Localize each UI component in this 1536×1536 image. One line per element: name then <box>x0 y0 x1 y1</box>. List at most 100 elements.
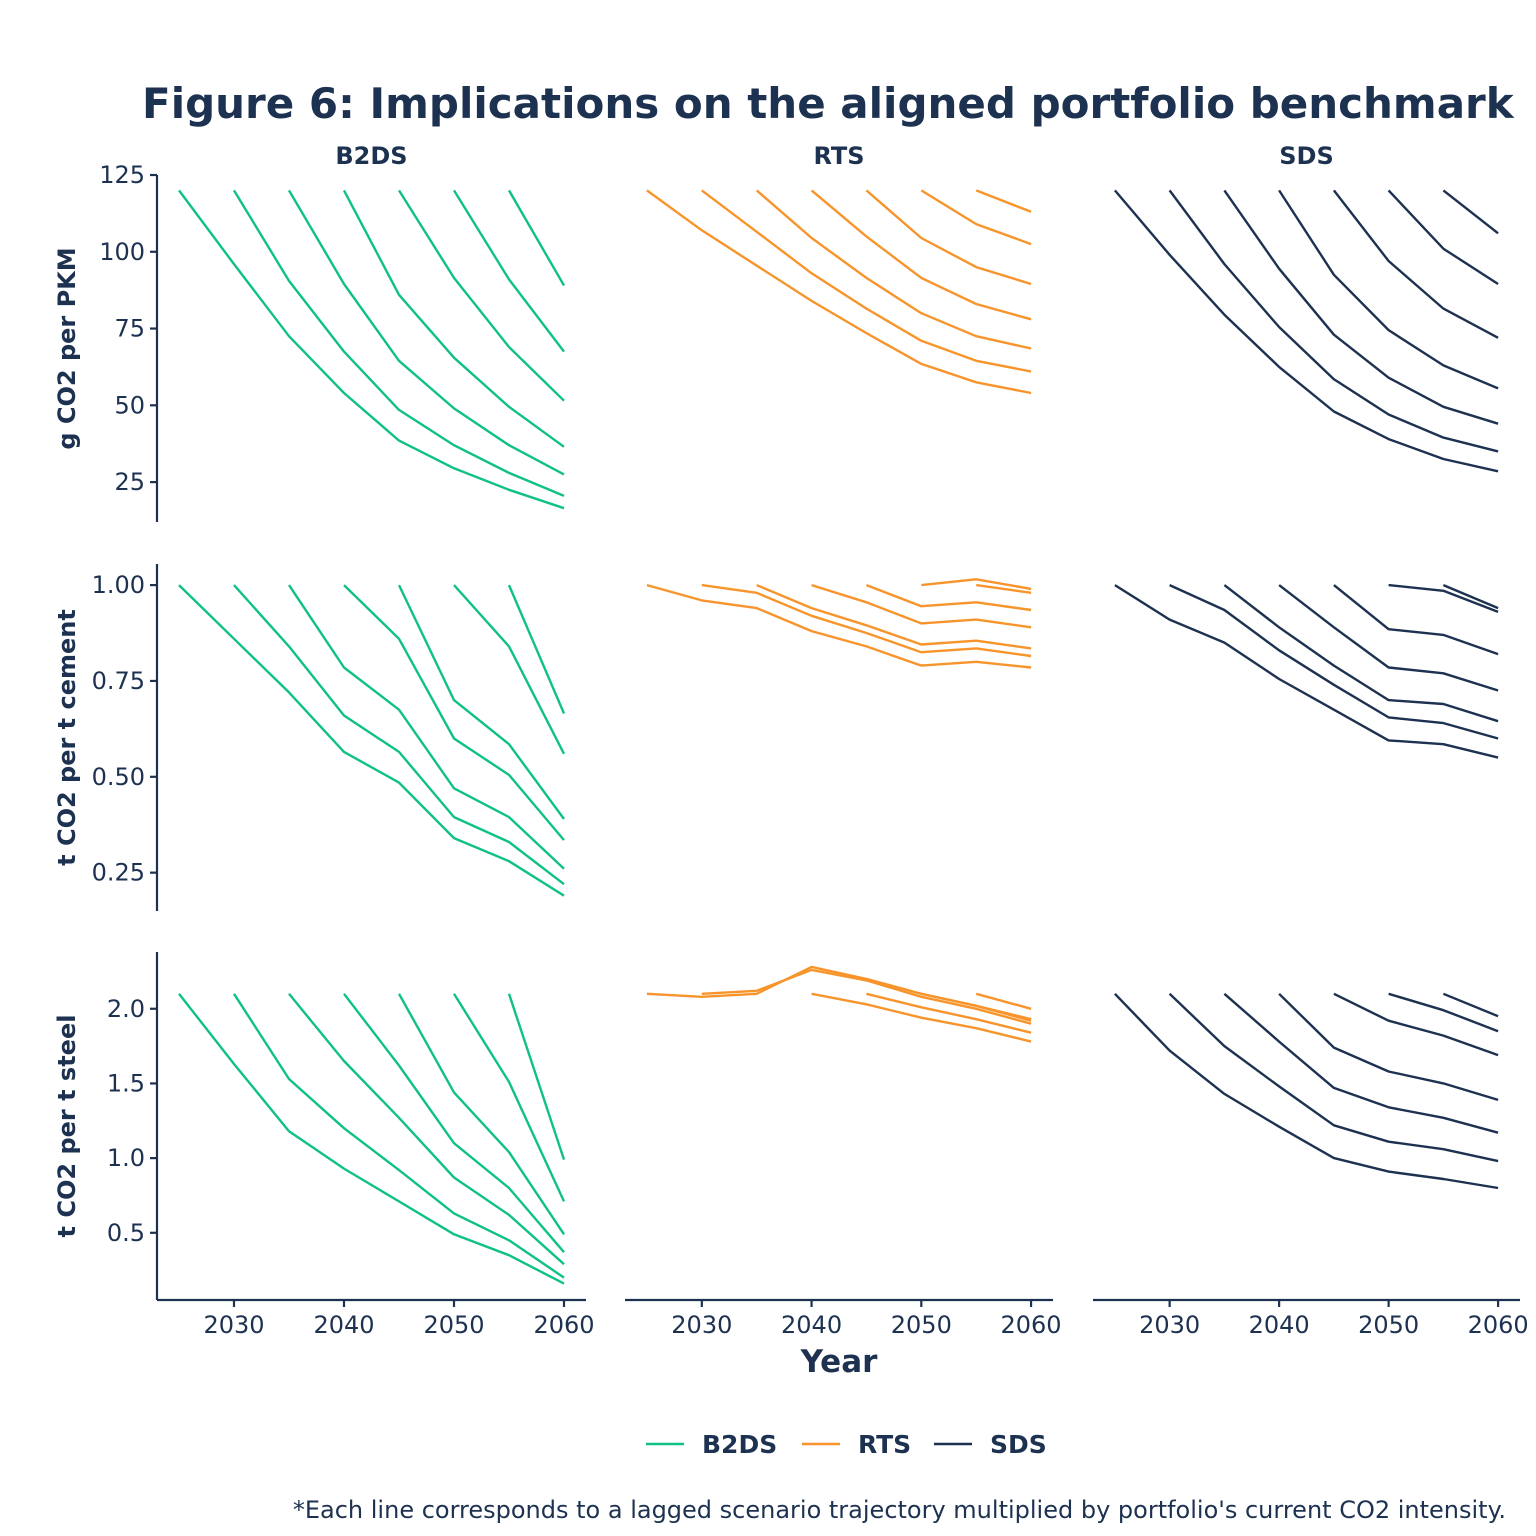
x-axis-title: Year <box>800 1344 879 1380</box>
line-rts-g-co2-per-pkm-start-2050 <box>920 189 1032 246</box>
y-tick-label: 50 <box>114 391 145 419</box>
line-b2ds-g-co2-per-pkm-start-2030 <box>232 189 565 498</box>
line-rts-t-co2-per-t-cement-start-2040 <box>811 583 1032 629</box>
panel-g-co2-per-pkm-b2ds <box>178 189 566 510</box>
x-tick-label: 2030 <box>203 1311 264 1339</box>
x-tick-label: 2030 <box>1139 1311 1200 1339</box>
line-sds-g-co2-per-pkm-start-2055 <box>1442 189 1499 235</box>
line-sds-t-co2-per-t-cement-start-2025 <box>1114 584 1499 759</box>
line-b2ds-g-co2-per-pkm-start-2025 <box>178 189 565 510</box>
line-rts-g-co2-per-pkm-start-2045 <box>865 189 1032 286</box>
line-rts-t-co2-per-t-steel-start-2045 <box>866 992 1032 1034</box>
line-sds-t-co2-per-t-steel-start-2050 <box>1388 992 1499 1033</box>
line-b2ds-g-co2-per-pkm-start-2045 <box>397 189 565 402</box>
y-tick-label: 0.25 <box>92 859 145 887</box>
line-b2ds-t-co2-per-t-cement-start-2055 <box>507 584 566 714</box>
line-sds-t-co2-per-t-cement-start-2030 <box>1169 584 1499 740</box>
y-tick-label: 75 <box>114 315 145 343</box>
x-tick-label: 2050 <box>1358 1311 1419 1339</box>
line-rts-t-co2-per-t-steel-start-2050 <box>921 992 1032 1021</box>
line-b2ds-t-co2-per-t-steel-start-2045 <box>397 993 565 1235</box>
legend-label-rts: RTS <box>858 1430 911 1459</box>
y-tick-label: 100 <box>99 238 145 266</box>
panel-t-co2-per-t-steel-sds <box>1114 992 1499 1190</box>
line-b2ds-t-co2-per-t-steel-start-2055 <box>507 993 566 1160</box>
line-sds-t-co2-per-t-cement-start-2040 <box>1278 584 1499 692</box>
legend-label-sds: SDS <box>990 1430 1047 1459</box>
legend-item-b2ds: B2DS <box>646 1430 777 1459</box>
x-tick-label: 2060 <box>533 1311 594 1339</box>
line-b2ds-t-co2-per-t-cement-start-2030 <box>233 584 565 886</box>
line-rts-t-co2-per-t-steel-start-2040 <box>811 992 1032 1043</box>
x-tick-label: 2030 <box>671 1311 732 1339</box>
line-b2ds-g-co2-per-pkm-start-2055 <box>507 189 566 287</box>
line-rts-g-co2-per-pkm-start-2040 <box>810 189 1032 321</box>
panel-t-co2-per-t-cement-b2ds <box>178 584 566 897</box>
line-sds-g-co2-per-pkm-start-2045 <box>1332 189 1499 339</box>
line-sds-t-co2-per-t-steel-start-2045 <box>1333 992 1499 1057</box>
x-axis-rts: 2030 2040 2050 2060 <box>625 1298 1062 1339</box>
line-sds-t-co2-per-t-cement-start-2055 <box>1442 583 1499 610</box>
line-sds-g-co2-per-pkm-start-2050 <box>1387 189 1499 286</box>
line-sds-t-co2-per-t-steel-start-2040 <box>1278 992 1499 1102</box>
chart-title: Figure 6: Implications on the aligned po… <box>142 79 1515 128</box>
strip-label-b2ds: B2DS <box>335 142 407 170</box>
line-b2ds-t-co2-per-t-steel-start-2050 <box>452 993 566 1202</box>
x-tick-label: 2040 <box>313 1311 374 1339</box>
y-tick-label: 1.5 <box>107 1069 145 1097</box>
y-tick-label: 25 <box>114 468 145 496</box>
line-sds-g-co2-per-pkm-start-2025 <box>1113 189 1499 473</box>
line-sds-t-co2-per-t-cement-start-2050 <box>1388 583 1499 614</box>
y-tick-label: 1.0 <box>107 1144 145 1172</box>
line-rts-g-co2-per-pkm-start-2025 <box>646 189 1032 395</box>
legend-item-sds: SDS <box>934 1430 1047 1459</box>
line-sds-t-co2-per-t-steel-start-2030 <box>1168 992 1499 1163</box>
x-tick-label: 2050 <box>891 1311 952 1339</box>
line-rts-t-co2-per-t-cement-start-2030 <box>701 583 1032 658</box>
x-tick-label: 2060 <box>1001 1311 1062 1339</box>
line-sds-g-co2-per-pkm-start-2030 <box>1168 189 1499 453</box>
line-rts-g-co2-per-pkm-start-2035 <box>755 189 1032 350</box>
line-sds-t-co2-per-t-steel-start-2025 <box>1114 992 1499 1190</box>
line-sds-t-co2-per-t-steel-start-2035 <box>1223 992 1499 1134</box>
line-rts-t-co2-per-t-cement-start-2035 <box>756 583 1032 650</box>
line-b2ds-g-co2-per-pkm-start-2040 <box>342 189 565 448</box>
line-sds-g-co2-per-pkm-start-2035 <box>1223 189 1499 425</box>
chart-caption: *Each line corresponds to a lagged scena… <box>293 1496 1506 1524</box>
y-tick-label: 0.75 <box>92 667 145 695</box>
panel-t-co2-per-t-steel-b2ds <box>178 993 566 1285</box>
line-sds-t-co2-per-t-cement-start-2045 <box>1333 584 1499 656</box>
line-sds-g-co2-per-pkm-start-2040 <box>1278 189 1499 390</box>
line-rts-t-co2-per-t-cement-start-2050 <box>921 578 1032 591</box>
line-rts-g-co2-per-pkm-start-2030 <box>701 189 1032 373</box>
strip-label-sds: SDS <box>1279 142 1334 170</box>
panel-t-co2-per-t-cement-sds <box>1114 583 1499 759</box>
line-rts-t-co2-per-t-cement-start-2055 <box>976 583 1032 594</box>
line-b2ds-g-co2-per-pkm-start-2035 <box>287 189 565 476</box>
panel-g-co2-per-pkm-rts <box>646 189 1032 395</box>
x-tick-label: 2050 <box>423 1311 484 1339</box>
x-tick-label: 2040 <box>1249 1311 1310 1339</box>
line-b2ds-t-co2-per-t-steel-start-2025 <box>178 993 565 1285</box>
y-tick-label: 0.50 <box>92 763 145 791</box>
y-tick-label: 0.5 <box>107 1219 145 1247</box>
y-axis-title-t-co2-per-t-steel: t CO2 per t steel <box>53 1015 81 1238</box>
x-axis-sds: 2030 2040 2050 2060 <box>1093 1298 1529 1339</box>
panel-grid: B2DS RTS SDS g CO2 per PKM 25 50 75 100 125 t CO2… <box>53 142 1529 1339</box>
x-tick-label: 2060 <box>1468 1311 1529 1339</box>
line-sds-t-co2-per-t-steel-start-2055 <box>1442 992 1499 1018</box>
y-tick-label: 125 <box>99 161 145 189</box>
line-rts-t-co2-per-t-steel-start-2030 <box>701 968 1032 1025</box>
legend-item-rts: RTS <box>802 1430 911 1459</box>
line-rts-g-co2-per-pkm-start-2055 <box>975 189 1032 213</box>
y-axis-title-t-co2-per-t-cement: t CO2 per t cement <box>53 609 81 866</box>
line-rts-t-co2-per-t-steel-start-2055 <box>975 992 1032 1010</box>
y-tick-label: 1.00 <box>92 571 145 599</box>
line-b2ds-t-co2-per-t-steel-start-2040 <box>343 993 565 1253</box>
line-b2ds-t-co2-per-t-cement-start-2035 <box>288 584 565 870</box>
panel-g-co2-per-pkm-sds <box>1113 189 1499 473</box>
line-b2ds-t-co2-per-t-cement-start-2025 <box>178 584 565 897</box>
line-b2ds-t-co2-per-t-cement-start-2050 <box>453 584 566 755</box>
y-axis-g-co2-per-pkm: 25 50 75 100 125 <box>99 161 159 522</box>
y-axis-title-g-co2-per-pkm: g CO2 per PKM <box>53 247 81 449</box>
